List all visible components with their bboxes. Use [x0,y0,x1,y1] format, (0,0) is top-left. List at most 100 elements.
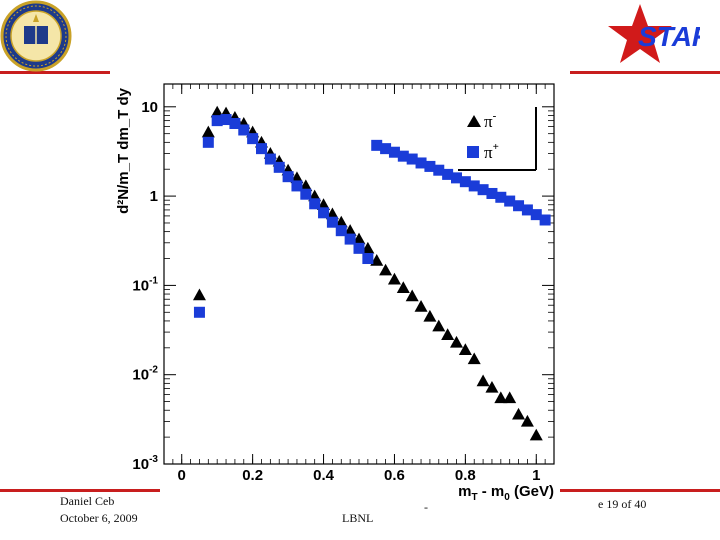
university-seal-logo [0,0,72,72]
pi-plus-point [406,153,418,165]
pi-plus-point [513,200,525,212]
pi-plus-point [442,168,454,180]
footer-venue: LBNL [342,511,374,525]
pi-plus-point [202,136,214,148]
pi-plus-point [318,207,330,219]
pi-plus-point [335,225,347,237]
pi-minus-point [201,125,215,138]
pi-plus-point [380,143,392,155]
pi-minus-point [343,224,357,236]
pi-plus-point [521,204,533,216]
pi-minus-point [503,391,517,404]
pi-minus-point [325,207,339,220]
pi-minus-point [396,281,410,293]
pi-minus-point [458,343,472,356]
pi-plus-point [264,153,276,165]
x-tick-label: 0 [178,467,186,484]
pi-plus-point [282,171,294,183]
pi-plus-point [495,191,507,203]
pi-minus-point [441,328,455,340]
pi-minus-point [299,179,313,192]
pi-minus-point [387,272,401,285]
legend-marker-triangle [467,115,481,127]
pi-minus-point [512,407,526,420]
y-tick-label: 1 [150,188,158,205]
pi-minus-point [379,263,393,276]
y-axis-title: d²N/m_T dm_T dy [115,87,132,214]
header-rule-right [570,71,720,74]
pi-plus-point [247,133,259,145]
pi-plus-point [211,115,223,127]
pi-minus-point [361,241,375,254]
y-tick-label: 10-2 [132,365,158,384]
pi-plus-point [433,164,445,176]
pi-plus-point [388,146,400,158]
pi-minus-point [352,232,366,245]
pi-plus-point [229,118,241,130]
pi-minus-point [520,414,534,427]
x-tick-label: 1 [532,467,540,484]
pi-minus-point [290,171,304,184]
pi-minus-point [494,391,508,404]
axis-labels: 0 0.2 0.4 0.6 0.8 1 10-3 10-2 10-1 1 10 mT - m0 (Ge… [115,87,554,503]
pi-minus-point [529,428,543,441]
pi-minus-point [334,215,348,228]
pi-minus-point [423,309,437,322]
x-tick-label: 0.2 [242,467,263,484]
pi-plus-point [326,216,338,228]
legend-marker-square [467,146,479,158]
pi-plus-point [468,180,480,192]
footer-author: Daniel Ceb [60,494,115,508]
data-points [192,105,551,441]
pi-plus-point [300,188,312,200]
pi-plus-point [256,143,267,155]
x-tick-label: 0.4 [313,467,335,484]
pi-plus-point [193,306,205,318]
legend-label: π+ [484,141,499,162]
footer-rule-left [0,489,160,492]
pi-minus-point [317,198,331,210]
star-experiment-logo: STAR [608,4,700,63]
pi-minus-point [370,254,384,266]
pi-plus-point [353,242,365,254]
pi-plus-point [273,161,285,173]
pi-minus-point [414,300,428,312]
pi-plus-point [397,150,409,162]
star-logo-text: STAR [638,21,700,52]
pi-plus-point [424,160,436,172]
pi-plus-point [504,195,516,207]
y-tick-label: 10-3 [132,454,158,473]
pi-minus-point [210,105,224,118]
pi-plus-point [238,124,250,136]
pi-minus-point [450,335,463,348]
footer-rule-right [560,489,720,492]
pi-plus-point [477,184,489,196]
pi-plus-point [459,176,471,188]
pi-minus-point [192,288,206,301]
pi-plus-point [451,172,462,184]
pi-plus-point [344,233,356,245]
pi-plus-point [539,214,551,226]
x-tick-label: 0.6 [384,467,405,484]
legend: π-π+ [458,107,537,171]
pi-plus-point [362,253,374,265]
footer-date: October 6, 2009 [60,511,138,525]
header-rule-left [0,71,110,74]
tick-marks [164,84,554,465]
footer-page-number: e 19 of 40 [598,497,647,511]
pi-plus-point [220,114,232,126]
pi-minus-point [485,380,499,393]
footer-dash: - [424,500,428,514]
pi-minus-point [476,374,490,387]
pi-plus-point [371,139,383,151]
pi-plus-point [530,209,542,221]
legend-label: π- [484,110,497,131]
pi-minus-point [405,289,419,302]
pi-minus-point [467,352,481,365]
pi-minus-point [432,319,446,332]
pi-plus-point [415,157,427,169]
pi-plus-point [486,187,498,199]
y-tick-label: 10-1 [132,275,158,294]
x-tick-label: 0.8 [455,467,476,484]
